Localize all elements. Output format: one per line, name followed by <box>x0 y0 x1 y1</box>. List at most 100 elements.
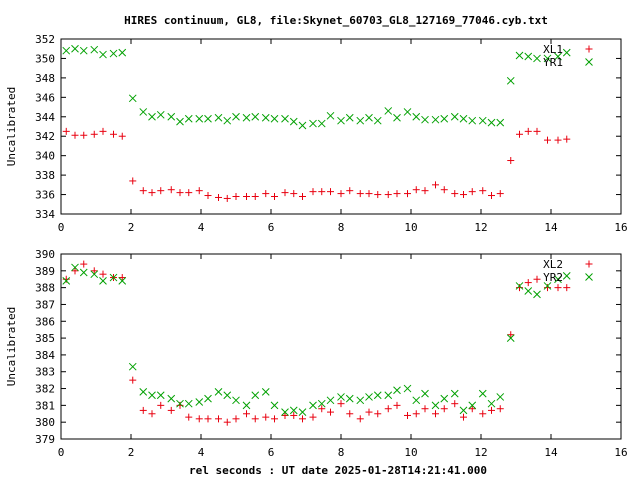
y-tick-label: 386 <box>35 315 55 328</box>
data-point <box>176 189 184 197</box>
data-point <box>309 413 317 421</box>
data-point <box>62 127 70 135</box>
data-point <box>71 263 79 272</box>
data-point <box>195 415 203 423</box>
y-tick-label: 352 <box>35 33 55 46</box>
data-point <box>185 189 193 197</box>
y-tick-label: 348 <box>35 72 55 85</box>
data-point <box>337 190 345 198</box>
data-point <box>450 389 459 398</box>
x-tick-label: 4 <box>198 221 205 234</box>
data-point <box>243 410 250 418</box>
data-point <box>118 274 126 282</box>
data-point <box>451 400 459 408</box>
data-point <box>468 116 477 125</box>
data-point <box>261 388 270 396</box>
y-tick-label: 389 <box>35 265 55 278</box>
data-point <box>554 136 562 144</box>
y-tick-label: 385 <box>35 332 55 345</box>
data-point <box>554 52 562 61</box>
data-point <box>421 405 429 413</box>
data-point <box>459 406 468 415</box>
data-point <box>384 391 393 400</box>
y-tick-label: 388 <box>35 282 55 295</box>
data-point <box>289 406 298 415</box>
chart-title: HIRES continuum, GL8, file:Skynet_60703_… <box>124 14 548 27</box>
data-point <box>290 411 298 419</box>
data-point <box>214 388 223 396</box>
data-point <box>298 408 307 416</box>
data-point <box>232 193 240 200</box>
y-tick-label: 382 <box>35 383 55 396</box>
data-point <box>232 415 240 423</box>
data-point <box>326 111 335 120</box>
data-point <box>281 189 289 197</box>
data-point <box>251 112 260 121</box>
data-point <box>496 190 504 198</box>
data-point <box>195 114 204 123</box>
data-point <box>374 191 382 199</box>
data-point <box>543 282 552 290</box>
data-point <box>562 48 571 57</box>
data-point <box>460 191 467 199</box>
data-point <box>90 130 98 138</box>
data-point <box>148 112 156 121</box>
data-point <box>563 284 571 292</box>
data-point <box>365 393 373 401</box>
y-tick-label: 390 <box>35 248 55 261</box>
legend-marker <box>585 273 593 281</box>
data-point <box>544 284 551 292</box>
data-point <box>327 188 334 196</box>
x-tick-label: 0 <box>58 446 65 459</box>
data-point <box>496 393 505 401</box>
data-point <box>176 399 184 408</box>
data-point <box>479 410 487 418</box>
data-point <box>468 188 476 196</box>
data-point <box>195 187 203 195</box>
data-point <box>393 401 401 409</box>
legend-label: YR2 <box>543 271 563 284</box>
data-point <box>384 405 392 413</box>
y-tick-label: 340 <box>35 150 55 163</box>
data-point <box>487 118 496 127</box>
data-point <box>289 117 298 126</box>
data-point <box>365 113 373 122</box>
x-tick-label: 14 <box>544 221 558 234</box>
data-point <box>99 127 107 135</box>
data-point <box>524 52 533 61</box>
data-point <box>242 113 251 122</box>
data-point <box>99 270 107 278</box>
data-point <box>71 131 79 139</box>
data-point <box>309 401 317 410</box>
data-point <box>317 119 326 128</box>
data-point <box>468 401 477 410</box>
data-point <box>167 112 176 121</box>
data-point <box>99 277 107 285</box>
data-point <box>156 391 165 400</box>
data-point <box>184 399 193 408</box>
data-point <box>157 401 165 409</box>
data-point <box>167 406 175 414</box>
data-point <box>507 331 515 339</box>
data-point <box>80 260 88 268</box>
data-point <box>460 413 467 421</box>
y-tick-label: 342 <box>35 130 55 143</box>
legend-label: YR1 <box>543 56 563 69</box>
data-point <box>507 157 515 165</box>
data-point <box>118 277 127 285</box>
data-point <box>223 418 231 426</box>
data-point <box>243 193 250 200</box>
x-axis-label: rel seconds : UT date 2025-01-28T14:21:4… <box>189 464 487 477</box>
x-tick-label: 10 <box>404 446 417 459</box>
plot-frame <box>60 38 622 215</box>
data-point <box>148 410 156 418</box>
data-point <box>62 46 71 55</box>
data-point <box>488 406 495 414</box>
data-point <box>262 190 270 198</box>
data-point <box>346 187 354 195</box>
data-point <box>478 389 487 398</box>
x-tick-label: 12 <box>474 446 487 459</box>
data-point <box>533 127 541 135</box>
series-yr2 <box>62 263 571 416</box>
